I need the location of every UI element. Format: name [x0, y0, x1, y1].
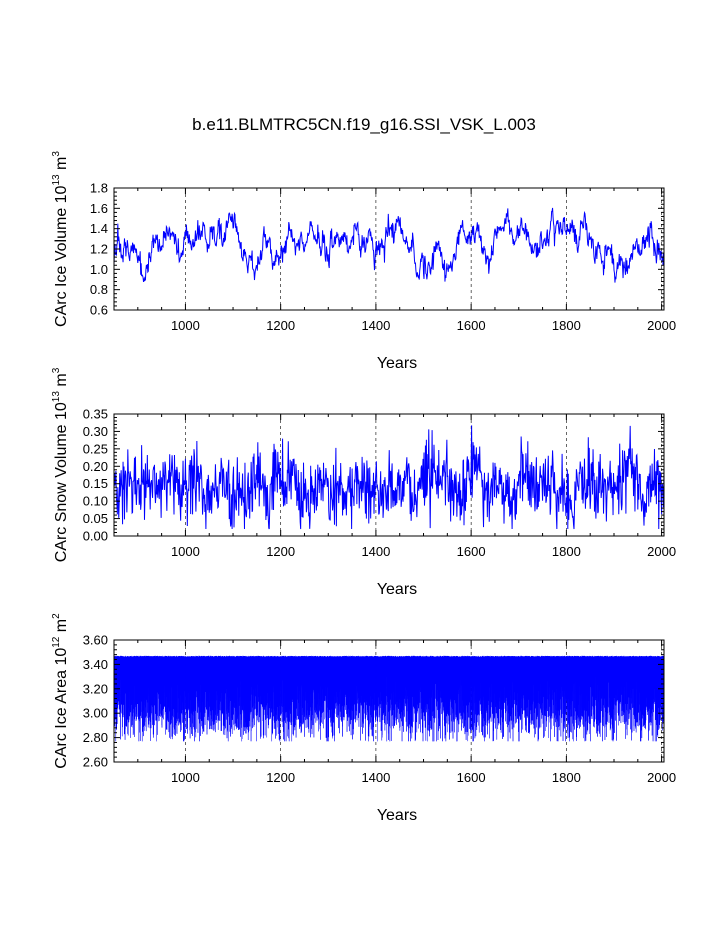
x-tick-label: 2000: [647, 544, 676, 559]
y-tick-label: 1.8: [90, 181, 108, 196]
y-tick-label: 1.2: [90, 242, 108, 257]
x-tick-label: 1800: [552, 544, 581, 559]
y-axis-label-exponent: 13: [51, 391, 62, 403]
y-axis-label: CArc Ice Area 1012 m2: [51, 613, 70, 769]
series-line-ice-volume: [114, 207, 664, 283]
panel-snow-volume: 1000 1200 1400 1600 1800 2000 0.00 0.05 0.10 0.15…: [51, 367, 676, 598]
y-axis-label-part: m: [53, 619, 70, 637]
y-tick-label: 3.40: [83, 657, 108, 672]
y-tick-label: 2.60: [83, 755, 108, 770]
series-line-ice-area: [114, 655, 664, 742]
x-tick-label: 1200: [266, 544, 295, 559]
y-axis-label-part: CArc Ice Volume 10: [53, 185, 70, 327]
x-axis-label: Years: [377, 581, 417, 598]
x-tick-label: 1000: [171, 318, 200, 333]
y-axis-label-part: CArc Ice Area 10: [53, 648, 70, 769]
x-tick-label: 2000: [647, 770, 676, 785]
figure-title: b.e11.BLMTRC5CN.f19_g16.SSI_VSK_L.003: [192, 115, 536, 134]
y-axis-label-part: m: [53, 373, 70, 391]
y-axis-label-exponent: 3: [51, 151, 62, 157]
y-tick-label: 1.0: [90, 262, 108, 277]
x-tick-label: 1800: [552, 770, 581, 785]
y-axis-label-exponent: 13: [51, 174, 62, 186]
panel-ice-volume: 1000 1200 1400 1600 1800 2000 0.6 0.8 1.0 1.2 1.4 1…: [51, 151, 676, 372]
x-tick-label: 1400: [361, 318, 390, 333]
y-tick-label: 0.15: [83, 476, 108, 491]
y-axis-label-exponent: 3: [51, 367, 62, 373]
x-tick-label: 1200: [266, 318, 295, 333]
y-tick-label: 1.4: [90, 221, 108, 236]
x-tick-label: 1200: [266, 770, 295, 785]
x-tick-label: 1800: [552, 318, 581, 333]
y-axis-label: CArc Snow Volume 1013 m3: [51, 367, 70, 562]
x-tick-label: 1600: [457, 770, 486, 785]
y-tick-label: 0.05: [83, 511, 108, 526]
panel-ice-area: 1000 1200 1400 1600 1800 2000 2.60 2.80 3.00 3.20…: [51, 613, 676, 824]
y-axis-label-part: CArc Snow Volume 10: [53, 402, 70, 562]
y-axis-label: CArc Ice Volume 1013 m3: [51, 151, 70, 327]
y-tick-label: 2.80: [83, 730, 108, 745]
x-tick-label: 1600: [457, 544, 486, 559]
plot-frame: [113, 639, 665, 763]
y-axis-label-exponent: 2: [51, 613, 62, 619]
x-tick-label: 1000: [171, 770, 200, 785]
y-tick-label: 0.35: [83, 407, 108, 422]
x-axis-label: Years: [377, 807, 417, 824]
y-tick-label: 3.20: [83, 681, 108, 696]
y-tick-label: 0.00: [83, 529, 108, 544]
y-tick-label: 3.60: [83, 633, 108, 648]
y-tick-label: 0.25: [83, 441, 108, 456]
x-tick-label: 1000: [171, 544, 200, 559]
y-tick-label: 0.8: [90, 282, 108, 297]
series-line-snow-volume: [114, 425, 664, 530]
y-tick-label: 0.6: [90, 303, 108, 318]
plot-frame: [113, 413, 665, 537]
y-tick-label: 1.6: [90, 201, 108, 216]
y-axis-label-exponent: 12: [51, 636, 62, 648]
x-tick-label: 2000: [647, 318, 676, 333]
y-tick-label: 0.10: [83, 494, 108, 509]
x-tick-label: 1400: [361, 770, 390, 785]
plot-frame: [113, 187, 665, 311]
x-tick-label: 1400: [361, 544, 390, 559]
y-tick-label: 0.30: [83, 424, 108, 439]
y-tick-label: 3.00: [83, 706, 108, 721]
panels: 1000 1200 1400 1600 1800 2000 0.6 0.8 1.0 1.2 1.4 1…: [51, 151, 676, 824]
x-axis-label: Years: [377, 355, 417, 372]
y-tick-label: 0.20: [83, 459, 108, 474]
x-tick-label: 1600: [457, 318, 486, 333]
y-axis-label-part: m: [53, 157, 70, 175]
